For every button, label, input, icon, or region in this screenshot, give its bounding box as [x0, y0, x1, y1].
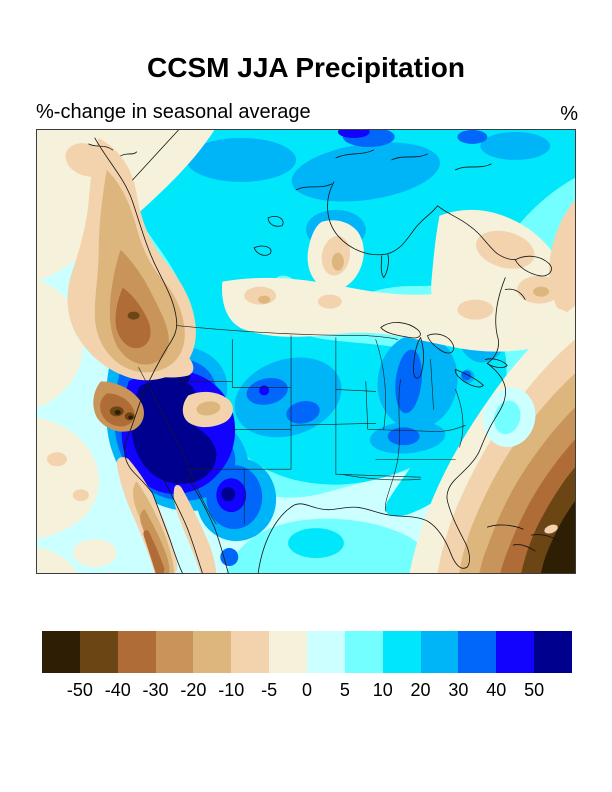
colorbar-tick: -5: [261, 680, 278, 700]
colorbar-tick: 20: [410, 680, 431, 700]
colorbar-tick: -40: [104, 680, 131, 700]
colorbar-cell: [344, 631, 383, 673]
colorbar-cell: [117, 631, 156, 673]
colorbar-tick: -30: [142, 680, 169, 700]
colorbar-tick-labels: -50 -40 -30 -20 -10 -5 0 5 10 20 30 40 50: [42, 680, 572, 702]
colorbar-tick: 10: [372, 680, 393, 700]
colorbar-cell: [231, 631, 270, 673]
contour-fills: [37, 130, 575, 573]
colorbar-tick: 40: [486, 680, 507, 700]
colorbar-cell: [458, 631, 497, 673]
colorbar-tick: 5: [339, 680, 350, 700]
units-label: %: [560, 103, 578, 125]
figure-subtitle: %-change in seasonal average: [36, 101, 311, 123]
precipitation-map: [36, 129, 576, 574]
colorbar: [42, 631, 573, 673]
figure-title: CCSM JJA Precipitation: [147, 52, 465, 83]
map-canvas: [37, 130, 575, 573]
colorbar-cell: [193, 631, 232, 673]
colorbar-cell: [382, 631, 421, 673]
state-borders: [138, 325, 466, 525]
colorbar-tick: 30: [448, 680, 469, 700]
colorbar-cell: [42, 631, 80, 673]
colorbar-tick: 50: [524, 680, 545, 700]
colorbar-tick: -50: [66, 680, 93, 700]
colorbar-tick: -10: [218, 680, 245, 700]
colorbar-tick: -20: [180, 680, 207, 700]
colorbar-cell: [420, 631, 459, 673]
colorbar-cell: [79, 631, 118, 673]
colorbar-tick: 0: [301, 680, 313, 700]
colorbar-cell: [534, 631, 573, 673]
colorbar-cell: [307, 631, 345, 673]
colorbar-cell: [155, 631, 194, 673]
coastlines: [88, 130, 560, 573]
colorbar-cell: [496, 631, 535, 673]
colorbar-cell: [269, 631, 308, 673]
navy-wet-anomaly-texas: [221, 487, 236, 502]
